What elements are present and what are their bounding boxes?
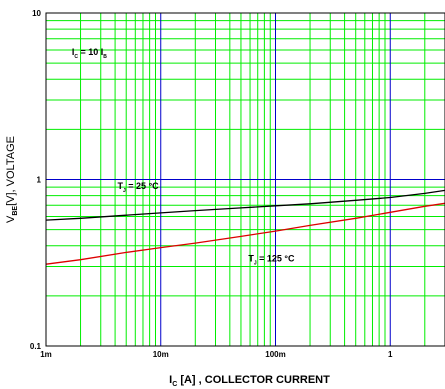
series-line-1: [45, 189, 445, 221]
y-tick-label: 0.1: [30, 342, 42, 351]
y-axis-title: VBE[V], VOLTAGE: [5, 136, 19, 223]
annotation-label-1: IC = 10 IB: [72, 47, 107, 60]
plot-frame: [45, 12, 445, 347]
x-axis-title: IC [A] , COLLECTOR CURRENT: [169, 374, 330, 388]
annotation-label-2: TJ = 25 °C: [118, 181, 160, 194]
y-tick-label: 10: [32, 9, 41, 18]
x-tick-label: 1: [388, 350, 393, 359]
x-tick-label: 10m: [153, 350, 169, 359]
x-tick-label: 100m: [265, 350, 285, 359]
y-tick-label: 1: [37, 176, 42, 185]
annotation-label-3: TJ = 125 °C: [248, 253, 295, 266]
x-tick-label: 1m: [40, 350, 52, 359]
series-line-2: [45, 202, 445, 265]
